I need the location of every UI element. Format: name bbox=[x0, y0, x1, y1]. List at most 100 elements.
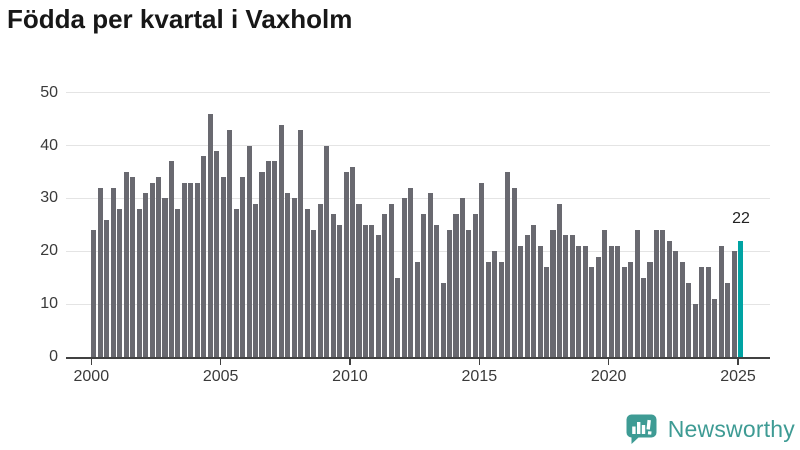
bar bbox=[181, 182, 187, 357]
x-axis-tick-label: 2025 bbox=[720, 368, 756, 385]
x-axis-tick bbox=[349, 359, 351, 365]
bar bbox=[718, 246, 724, 357]
x-axis-tick-label: 2015 bbox=[461, 368, 498, 385]
bar bbox=[162, 198, 168, 357]
x-axis-tick-label: 2000 bbox=[73, 368, 110, 385]
y-axis-tick-label: 50 bbox=[40, 83, 58, 101]
bar bbox=[602, 230, 608, 357]
bar bbox=[725, 283, 731, 357]
gridline bbox=[66, 197, 770, 199]
x-axis-tick-label: 2005 bbox=[202, 368, 239, 385]
bar bbox=[699, 267, 705, 357]
bar bbox=[143, 193, 149, 357]
gridline bbox=[66, 250, 770, 252]
bar bbox=[233, 209, 239, 357]
bar bbox=[692, 304, 698, 357]
bar bbox=[705, 267, 711, 357]
bar bbox=[582, 246, 588, 357]
bar bbox=[434, 224, 440, 357]
y-axis-tick-label: 20 bbox=[40, 242, 58, 260]
bar bbox=[492, 251, 498, 357]
bar bbox=[272, 161, 278, 357]
bar bbox=[291, 198, 297, 357]
newsworthy-logo: Newsworthy bbox=[626, 413, 795, 445]
bar bbox=[369, 224, 375, 357]
bar bbox=[220, 177, 226, 357]
x-axis-tick bbox=[219, 359, 222, 365]
bar bbox=[91, 230, 97, 357]
bar bbox=[569, 235, 575, 357]
bar bbox=[362, 224, 368, 357]
bar bbox=[653, 230, 660, 357]
bar bbox=[194, 182, 200, 357]
bar bbox=[317, 203, 323, 357]
bar bbox=[421, 214, 427, 357]
bar bbox=[505, 172, 511, 357]
bar bbox=[589, 267, 595, 357]
bar bbox=[285, 193, 291, 357]
chart-title: Födda per kvartal i Vaxholm bbox=[7, 4, 353, 34]
bar bbox=[375, 235, 381, 357]
bar bbox=[660, 230, 666, 357]
bar bbox=[518, 246, 524, 357]
bar bbox=[337, 224, 343, 357]
bar bbox=[550, 230, 556, 357]
highlighted-bar bbox=[738, 240, 744, 357]
bar bbox=[311, 230, 317, 357]
bar bbox=[207, 113, 213, 357]
y-axis-tick-label: 40 bbox=[40, 136, 58, 154]
bar bbox=[188, 182, 194, 357]
bar bbox=[136, 209, 142, 357]
bar bbox=[524, 235, 530, 357]
bar bbox=[414, 261, 420, 357]
bar bbox=[214, 150, 220, 357]
x-axis-tick bbox=[607, 359, 610, 365]
bar bbox=[401, 198, 407, 357]
bar bbox=[563, 235, 569, 357]
bar bbox=[168, 161, 174, 357]
gridline bbox=[66, 92, 770, 94]
bar bbox=[459, 198, 465, 357]
bar bbox=[343, 172, 349, 357]
bar bbox=[227, 129, 233, 357]
bar bbox=[117, 209, 123, 357]
bar bbox=[246, 145, 252, 357]
bar bbox=[498, 261, 504, 357]
x-axis-tick-label: 2020 bbox=[590, 368, 627, 385]
bar bbox=[97, 187, 103, 357]
x-axis-tick-label: 2010 bbox=[332, 368, 368, 385]
bar bbox=[485, 261, 491, 357]
brand-name: Newsworthy bbox=[667, 415, 795, 442]
bar bbox=[537, 246, 543, 357]
bar bbox=[298, 129, 304, 357]
bar bbox=[511, 187, 517, 357]
x-axis-line bbox=[66, 357, 770, 359]
bar bbox=[647, 261, 653, 357]
bar bbox=[395, 277, 401, 357]
bar bbox=[110, 187, 116, 357]
bar bbox=[640, 277, 647, 357]
x-axis-tick bbox=[737, 359, 739, 365]
bar bbox=[712, 298, 718, 357]
x-axis-tick bbox=[90, 359, 93, 365]
bar bbox=[130, 177, 136, 357]
bar bbox=[615, 246, 621, 357]
bar bbox=[265, 161, 271, 357]
y-axis-tick-label: 30 bbox=[40, 189, 58, 207]
bar bbox=[388, 203, 394, 357]
bar bbox=[175, 209, 181, 357]
bar bbox=[123, 172, 129, 357]
bar bbox=[278, 124, 284, 357]
bar bbox=[556, 203, 563, 357]
bar bbox=[621, 267, 627, 357]
bar bbox=[666, 240, 672, 357]
y-axis-tick-label: 0 bbox=[49, 348, 58, 365]
bar bbox=[472, 214, 478, 357]
bar bbox=[628, 261, 634, 357]
bar bbox=[330, 214, 336, 357]
bar bbox=[576, 246, 582, 357]
bar bbox=[240, 177, 246, 357]
bar bbox=[349, 166, 356, 357]
bar bbox=[252, 203, 259, 357]
